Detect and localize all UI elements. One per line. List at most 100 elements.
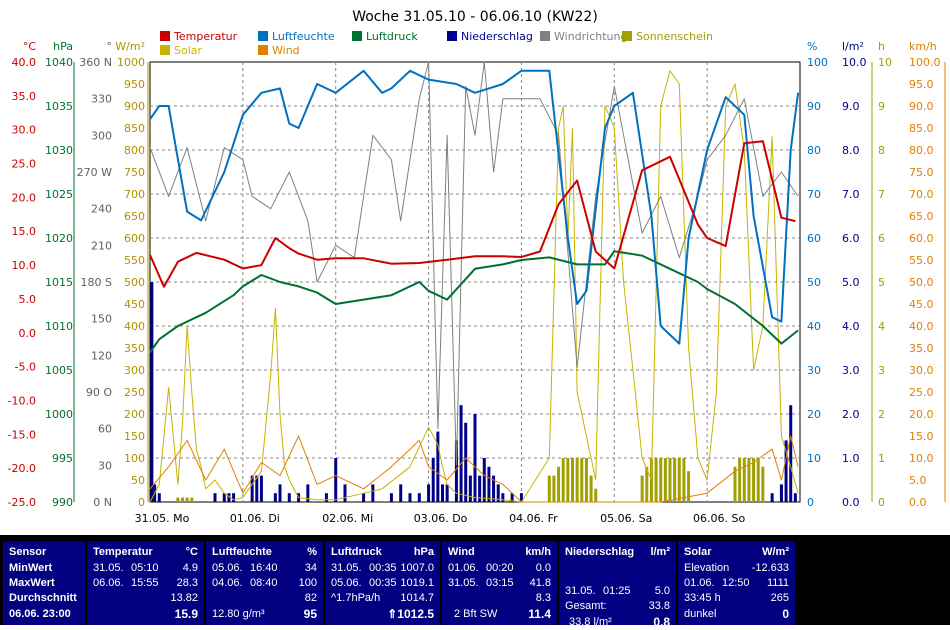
axis-tick-label: 60.0 (909, 232, 934, 245)
solar-max-date: 01.06. (684, 577, 715, 589)
bar-niederschlag (324, 493, 328, 502)
axis-tick-label: 210 (91, 239, 112, 252)
bar-sonnenschein (663, 458, 667, 502)
bar-niederschlag (510, 493, 514, 502)
pressure-max-time: 00:35 (369, 577, 397, 589)
axis-unit-label: ° (107, 40, 113, 53)
axis-tick-label: 200 (124, 408, 145, 421)
axis-unit-label: hPa (53, 40, 73, 53)
bar-sonnenschein (589, 475, 593, 502)
rain-max-date: 31.05. (565, 585, 596, 597)
humidity-unit: % (307, 546, 317, 558)
humidity-current: 95 (303, 607, 317, 621)
solar-sunhours-label: 33:45 h (684, 592, 721, 604)
humidity-max-time: 08:40 (250, 577, 278, 589)
axis-tick-label: 1000 (117, 56, 145, 69)
bar-sonnenschein (575, 458, 579, 502)
bar-niederschlag (408, 493, 412, 502)
axis-tick-label: 70.0 (909, 188, 934, 201)
pressure-min-time: 00:35 (369, 562, 397, 574)
temperature-min-value: 4.9 (182, 562, 198, 574)
bar-sonnenschein (687, 471, 691, 502)
bar-sonnenschein (761, 466, 765, 502)
axis-tick-label: 5.0 (909, 474, 927, 487)
wind-max-date: 31.05. (448, 577, 479, 589)
axis-unit-label: % (807, 40, 817, 53)
axis-tick-label: 1020 (45, 232, 73, 245)
bar-niederschlag (150, 282, 154, 502)
legend-label: Sonnenschein (636, 30, 713, 43)
humidity-max-value: 100 (298, 577, 317, 589)
axis-tick-label: 330 (91, 93, 112, 106)
axis-tick-label: 85.0 (909, 122, 934, 135)
wind-max-time: 03:15 (486, 577, 514, 589)
bar-niederschlag (496, 484, 500, 502)
legend-label: Windrichtung (554, 30, 627, 43)
wind-max-value: 41.8 (529, 577, 551, 589)
axis-tick-label: 0 (138, 496, 145, 509)
temperature-header: Temperatur (93, 546, 153, 558)
bar-sonnenschein (552, 475, 556, 502)
bar-niederschlag (255, 475, 259, 502)
sensor-avg-label: Durchschnitt (9, 592, 77, 604)
legend-swatch (352, 31, 362, 41)
bar-niederschlag (789, 405, 793, 502)
wind-current: 11.4 (528, 607, 551, 621)
bar-niederschlag (250, 475, 254, 502)
sensor-max-label: MaxWert (9, 577, 55, 589)
x-tick-label: 02.06. Mi (322, 512, 373, 525)
bar-niederschlag (371, 484, 375, 502)
humidity-min-value: 34 (304, 562, 317, 574)
sensor-timestamp: 06.06. 23:00 (9, 608, 71, 620)
axis-tick-label: 300 (124, 364, 145, 377)
legend-label: Luftfeuchte (272, 30, 335, 43)
axis-unit-label: °C (23, 40, 37, 53)
x-tick-label: 03.06. Do (414, 512, 468, 525)
axis-tick-label: 4.0 (842, 320, 860, 333)
axis-tick-label: 995 (52, 452, 73, 465)
bar-niederschlag (278, 484, 282, 502)
bar-niederschlag (779, 484, 783, 502)
bar-niederschlag (213, 493, 217, 502)
bar-niederschlag (468, 475, 472, 502)
solar-current: 0 (782, 607, 789, 621)
axis-tick-label: 1010 (45, 320, 73, 333)
bar-sonnenschein (654, 458, 658, 502)
axis-tick-label: 1025 (45, 188, 73, 201)
humidity-max-date: 04.06. (212, 577, 243, 589)
legend-label: Temperatur (173, 30, 238, 43)
bar-niederschlag (445, 484, 449, 502)
x-tick-label: 05.06. Sa (600, 512, 652, 525)
axis-tick-label: -15.0 (8, 428, 36, 441)
axis-tick-label: 400 (124, 320, 145, 333)
axis-tick-label: 90.0 (909, 100, 934, 113)
solar-state: dunkel (684, 608, 717, 620)
axis-tick-label: 60 (98, 423, 112, 436)
bar-niederschlag (343, 484, 347, 502)
axis-tick-label: 100 (124, 452, 145, 465)
axis-tick-label: 8.0 (842, 144, 860, 157)
bar-niederschlag (482, 458, 486, 502)
rain-total-label: Gesamt: (565, 600, 607, 612)
pressure-min-date: 31.05. (331, 562, 362, 574)
axis-tick-label: -10.0 (8, 394, 36, 407)
bar-sonnenschein (176, 497, 180, 502)
temperature-max-time: 15:55 (131, 577, 159, 589)
pressure-min-value: 1007.0 (400, 562, 434, 574)
bar-sonnenschein (673, 458, 677, 502)
axis-tick-label: 90 O (86, 386, 112, 399)
x-tick-label: 31.05. Mo (135, 512, 190, 525)
axis-tick-label: 270 W (77, 166, 112, 179)
axis-tick-label: 900 (124, 100, 145, 113)
rain-max-value: 5.0 (654, 585, 670, 597)
axis-tick-label: 5.0 (842, 276, 860, 289)
axis-tick-label: 1000 (45, 408, 73, 421)
axis-tick-label: 10.0 (909, 452, 934, 465)
axis-tick-label: 40 (807, 320, 821, 333)
pressure-trend: ^1.7hPa/h (331, 592, 381, 604)
bar-sonnenschein (742, 458, 746, 502)
bar-niederschlag (770, 493, 774, 502)
bar-sonnenschein (561, 458, 565, 502)
legend-label: Luftdruck (366, 30, 418, 43)
axis-tick-label: 20 (807, 408, 821, 421)
